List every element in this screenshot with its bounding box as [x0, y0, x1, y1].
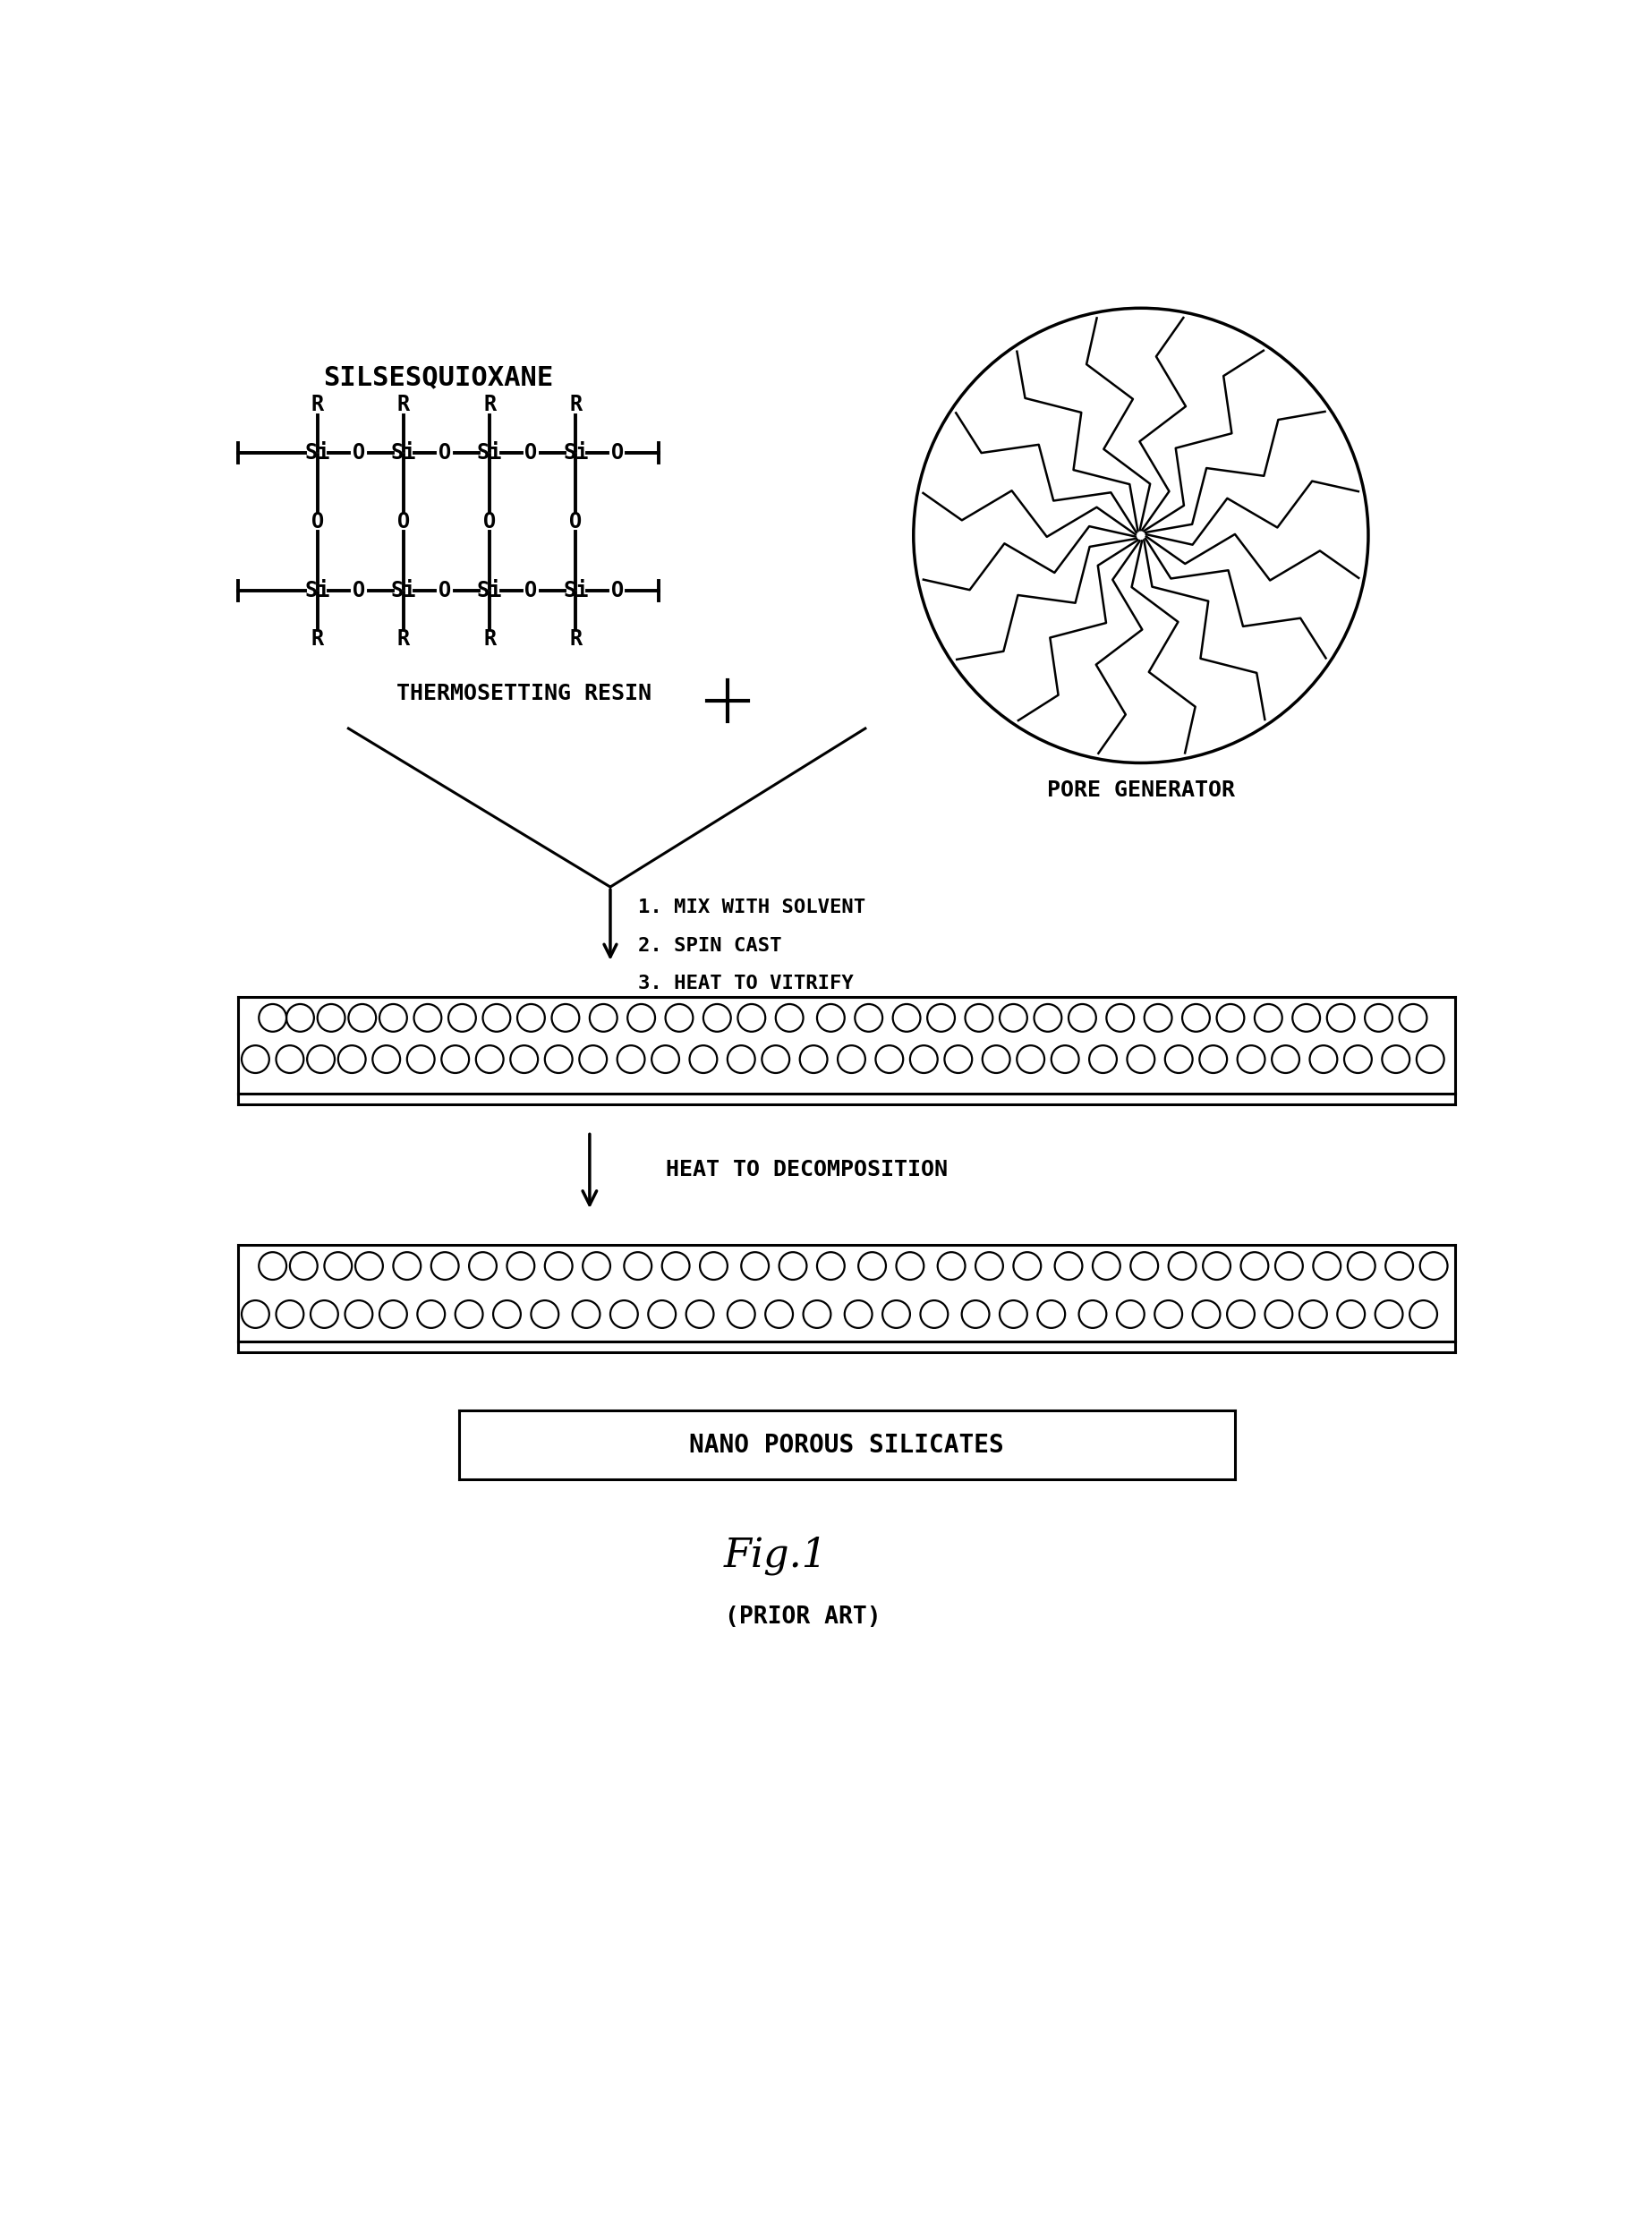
Text: R: R — [484, 629, 496, 649]
Text: O: O — [484, 511, 496, 534]
Text: Si: Si — [304, 442, 330, 465]
Text: Si: Si — [392, 580, 416, 602]
Text: O: O — [525, 580, 537, 602]
Text: Si: Si — [477, 442, 502, 465]
Text: R: R — [396, 629, 410, 649]
Text: R: R — [570, 629, 582, 649]
Text: Si: Si — [563, 580, 588, 602]
Text: 2. SPIN CAST: 2. SPIN CAST — [638, 936, 781, 954]
Text: O: O — [352, 580, 365, 602]
Text: SILSESQUIOXANE: SILSESQUIOXANE — [322, 365, 553, 389]
Text: (PRIOR ART): (PRIOR ART) — [725, 1605, 882, 1629]
Text: O: O — [611, 442, 623, 465]
Text: O: O — [525, 442, 537, 465]
Text: NANO POROUS SILICATES: NANO POROUS SILICATES — [689, 1432, 1004, 1458]
Text: R: R — [311, 629, 324, 649]
Text: O: O — [438, 580, 451, 602]
Text: R: R — [311, 393, 324, 416]
Text: O: O — [396, 511, 410, 534]
Text: O: O — [352, 442, 365, 465]
Text: R: R — [396, 393, 410, 416]
Text: O: O — [438, 442, 451, 465]
Text: R: R — [484, 393, 496, 416]
Text: O: O — [570, 511, 582, 534]
Text: R: R — [570, 393, 582, 416]
Text: THERMOSETTING RESIN: THERMOSETTING RESIN — [396, 682, 653, 705]
Text: Fig.1: Fig.1 — [724, 1536, 828, 1574]
Text: O: O — [611, 580, 623, 602]
Text: Si: Si — [392, 442, 416, 465]
Text: HEAT TO DECOMPOSITION: HEAT TO DECOMPOSITION — [666, 1158, 947, 1180]
Text: Si: Si — [304, 580, 330, 602]
Text: O: O — [311, 511, 324, 534]
Text: PORE GENERATOR: PORE GENERATOR — [1047, 780, 1234, 800]
Text: 3. HEAT TO VITRIFY: 3. HEAT TO VITRIFY — [638, 974, 854, 991]
Text: 1. MIX WITH SOLVENT: 1. MIX WITH SOLVENT — [638, 898, 866, 916]
Text: Si: Si — [563, 442, 588, 465]
Text: Si: Si — [477, 580, 502, 602]
